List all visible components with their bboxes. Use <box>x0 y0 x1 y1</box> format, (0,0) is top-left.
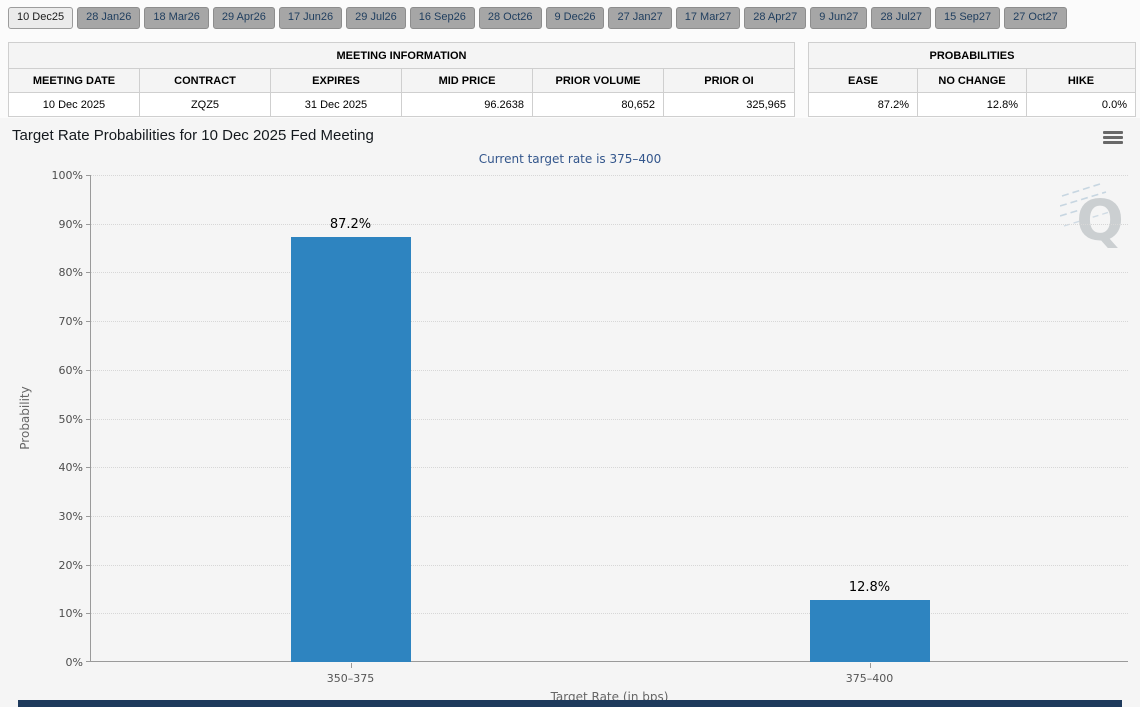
gridline-50 <box>91 418 1128 420</box>
tab-27-oct27[interactable]: 27 Oct27 <box>1004 7 1067 29</box>
col-mid-price: MID PRICE <box>401 68 533 93</box>
expires-value: 31 Dec 2025 <box>270 92 402 117</box>
y-axis-label-100: 100% <box>51 169 83 182</box>
no-change-value: 12.8% <box>917 92 1027 117</box>
meeting-info-title: MEETING INFORMATION <box>8 42 795 69</box>
gridline-40 <box>91 467 1128 469</box>
y-axis-label-80: 80% <box>58 266 83 280</box>
meeting-info-row: 10 Dec 2025 ZQZ5 31 Dec 2025 96.2638 80,… <box>8 92 795 117</box>
tab-15-sep27[interactable]: 15 Sep27 <box>935 7 1001 29</box>
tab-28-jul27[interactable]: 28 Jul27 <box>871 7 932 29</box>
probabilities-table: PROBABILITIES EASE NO CHANGE HIKE 87.2% … <box>808 42 1136 117</box>
tab-10-dec25[interactable]: 10 Dec25 <box>8 7 74 29</box>
y-tick <box>86 321 91 323</box>
prior-volume-value: 80,652 <box>532 92 664 117</box>
y-axis-label-0: 0% <box>65 656 83 669</box>
hike-value: 0.0% <box>1026 92 1136 117</box>
y-axis-label-70: 70% <box>58 315 83 329</box>
chart-menu-icon[interactable] <box>1103 131 1123 147</box>
y-tick <box>86 564 91 566</box>
col-prior-oi: PRIOR OI <box>663 68 795 93</box>
y-axis-label-60: 60% <box>58 363 83 377</box>
meeting-date-tabs: 10 Dec25 28 Jan26 18 Mar26 29 Apr26 17 Jun26… <box>8 7 1067 29</box>
x-tick <box>869 663 871 668</box>
col-ease: EASE <box>808 68 918 93</box>
tab-27-jan27[interactable]: 27 Jan27 <box>608 7 672 29</box>
tab-28-apr27[interactable]: 28 Apr27 <box>744 7 807 29</box>
gridline-60 <box>91 369 1128 371</box>
meeting-information-table: MEETING INFORMATION MEETING DATE CONTRAC… <box>8 42 795 117</box>
y-tick <box>86 272 91 274</box>
bar-value-label: 12.8% <box>848 579 891 595</box>
gridline-80 <box>91 272 1128 274</box>
gridline-90 <box>91 223 1128 225</box>
y-axis-label-40: 40% <box>58 461 83 475</box>
x-tick <box>350 663 352 668</box>
tab-29-apr26[interactable]: 29 Apr26 <box>212 7 275 29</box>
contract-value: ZQZ5 <box>139 92 271 117</box>
y-tick <box>86 369 91 371</box>
tab-17-mar27[interactable]: 17 Mar27 <box>675 7 741 29</box>
tab-17-jun26[interactable]: 17 Jun26 <box>278 7 343 29</box>
prior-oi-value: 325,965 <box>663 92 795 117</box>
footer-bar <box>18 700 1122 707</box>
bar-375–400[interactable] <box>809 599 930 662</box>
y-axis-label-50: 50% <box>58 412 83 426</box>
tab-29-jul26[interactable]: 29 Jul26 <box>346 7 406 29</box>
y-tick <box>86 467 91 469</box>
col-hike: HIKE <box>1026 68 1136 93</box>
y-axis-label-10: 10% <box>58 607 83 621</box>
tab-28-jan26[interactable]: 28 Jan26 <box>77 7 141 29</box>
tab-9-dec26[interactable]: 9 Dec26 <box>545 7 605 29</box>
tab-16-sep26[interactable]: 16 Sep26 <box>409 7 475 29</box>
probabilities-row: 87.2% 12.8% 0.0% <box>808 92 1136 117</box>
tab-28-oct26[interactable]: 28 Oct26 <box>478 7 542 29</box>
tab-9-jun27[interactable]: 9 Jun27 <box>810 7 868 29</box>
ease-value: 87.2% <box>808 92 918 117</box>
y-tick <box>86 175 91 176</box>
plot-area: Probability Target Rate (in bps) 0% 10% 20… <box>18 169 1128 704</box>
probabilities-title: PROBABILITIES <box>808 42 1136 69</box>
gridline-70 <box>91 321 1128 323</box>
gridline-10 <box>91 613 1128 615</box>
y-tick <box>86 223 91 225</box>
quikstrike-watermark-icon: Q <box>1060 183 1124 254</box>
gridline-100 <box>91 175 1128 176</box>
chart-title: Target Rate Probabilities for 10 Dec 202… <box>12 127 374 144</box>
y-axis-label-20: 20% <box>58 558 83 572</box>
y-tick <box>86 418 91 420</box>
bar-350–375[interactable] <box>290 237 411 662</box>
mid-price-value: 96.2638 <box>401 92 533 117</box>
y-axis-label-90: 90% <box>58 217 83 231</box>
probability-chart: Target Rate Probabilities for 10 Dec 202… <box>0 118 1140 707</box>
bar-value-label: 87.2% <box>329 217 372 233</box>
col-contract: CONTRACT <box>139 68 271 93</box>
chart-subtitle: Current target rate is 375–400 <box>478 152 662 166</box>
y-tick <box>86 515 91 517</box>
col-no-change: NO CHANGE <box>917 68 1027 93</box>
y-tick <box>86 613 91 615</box>
x-axis-label-350–375: 350–375 <box>326 672 375 685</box>
col-prior-volume: PRIOR VOLUME <box>532 68 664 93</box>
meeting-date-value: 10 Dec 2025 <box>8 92 140 117</box>
y-axis-label-30: 30% <box>58 509 83 523</box>
y-tick <box>86 661 91 662</box>
gridline-30 <box>91 515 1128 517</box>
svg-text:Q: Q <box>1076 189 1124 254</box>
x-axis-label-375–400: 375–400 <box>845 672 894 685</box>
col-meeting-date: MEETING DATE <box>8 68 140 93</box>
tab-18-mar26[interactable]: 18 Mar26 <box>144 7 209 29</box>
gridline-20 <box>91 564 1128 566</box>
col-expires: EXPIRES <box>270 68 402 93</box>
